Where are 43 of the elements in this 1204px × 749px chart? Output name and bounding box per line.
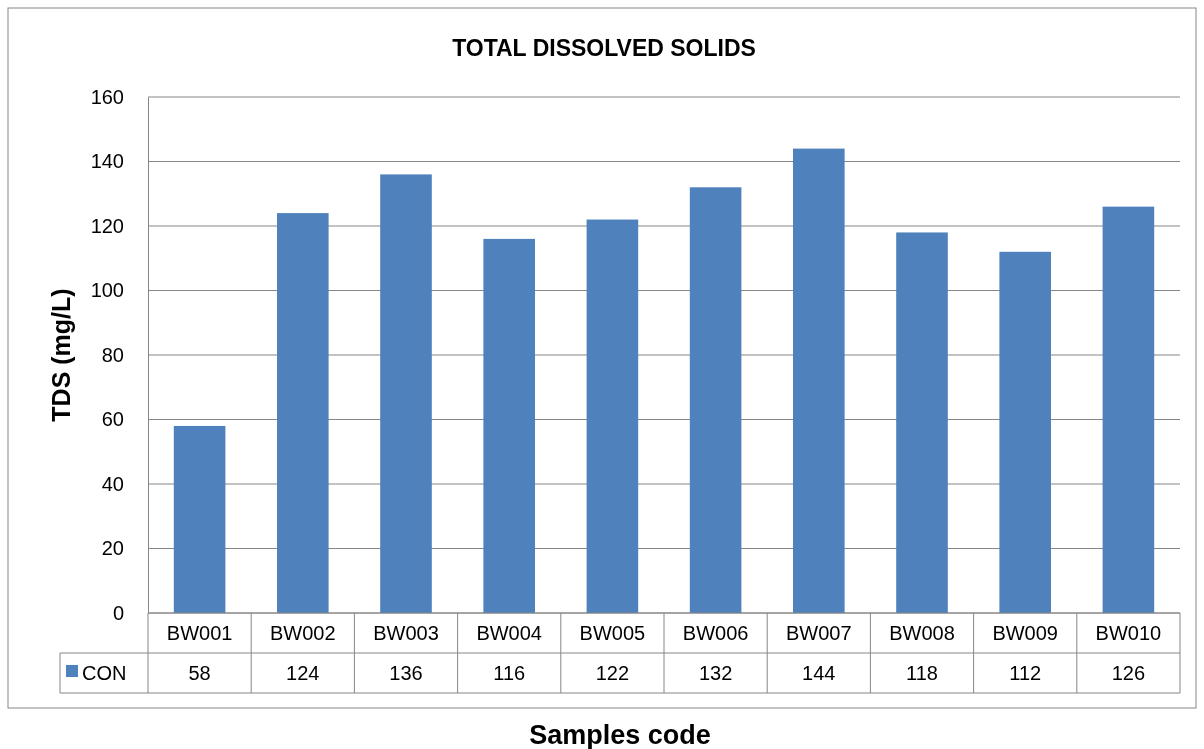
x-axis-title: Samples code <box>529 720 711 749</box>
x-tick-label: BW008 <box>889 622 955 644</box>
data-label: 122 <box>595 662 630 684</box>
y-tick-label: 60 <box>101 408 124 431</box>
y-tick-label: 100 <box>90 279 124 302</box>
bar <box>689 187 742 613</box>
bar <box>380 174 432 613</box>
bar <box>793 148 845 613</box>
y-tick-label: 140 <box>90 150 124 173</box>
data-label: 136 <box>389 662 423 684</box>
x-tick-label: BW005 <box>579 622 646 644</box>
data-label: 144 <box>802 662 836 684</box>
legend-label: CON <box>82 662 127 684</box>
data-label: 118 <box>906 662 938 684</box>
bar <box>1102 206 1155 613</box>
x-tick-label: BW009 <box>992 622 1058 644</box>
data-label: 112 <box>1009 662 1042 684</box>
y-tick-label: 80 <box>101 343 124 366</box>
bar <box>999 251 1051 613</box>
x-tick-label: BW002 <box>270 622 336 644</box>
data-label: 132 <box>698 662 733 684</box>
bar <box>277 213 329 613</box>
y-tick-label: 160 <box>90 85 124 108</box>
x-tick-label: BW010 <box>1095 622 1162 644</box>
x-tick-label: BW001 <box>166 622 233 644</box>
data-label: 58 <box>188 662 211 684</box>
data-label: 116 <box>493 662 526 684</box>
y-tick-label: 120 <box>90 214 124 237</box>
y-tick-label: 40 <box>101 472 124 495</box>
y-axis-title: TDS (mg/L) <box>47 288 75 422</box>
x-tick-label: BW007 <box>786 622 852 644</box>
bar <box>896 232 948 613</box>
x-tick-label: BW003 <box>373 622 439 644</box>
data-label: 124 <box>286 662 320 684</box>
x-tick-label: BW006 <box>682 622 749 644</box>
bar <box>173 425 226 613</box>
bar <box>483 238 535 613</box>
x-tick-label: BW004 <box>476 622 542 644</box>
y-tick-label: 0 <box>112 601 124 624</box>
chart-title: TOTAL DISSOLVED SOLIDS <box>452 35 756 61</box>
y-tick-label: 20 <box>101 537 124 560</box>
data-label: 126 <box>1111 662 1146 684</box>
bar <box>586 219 639 613</box>
